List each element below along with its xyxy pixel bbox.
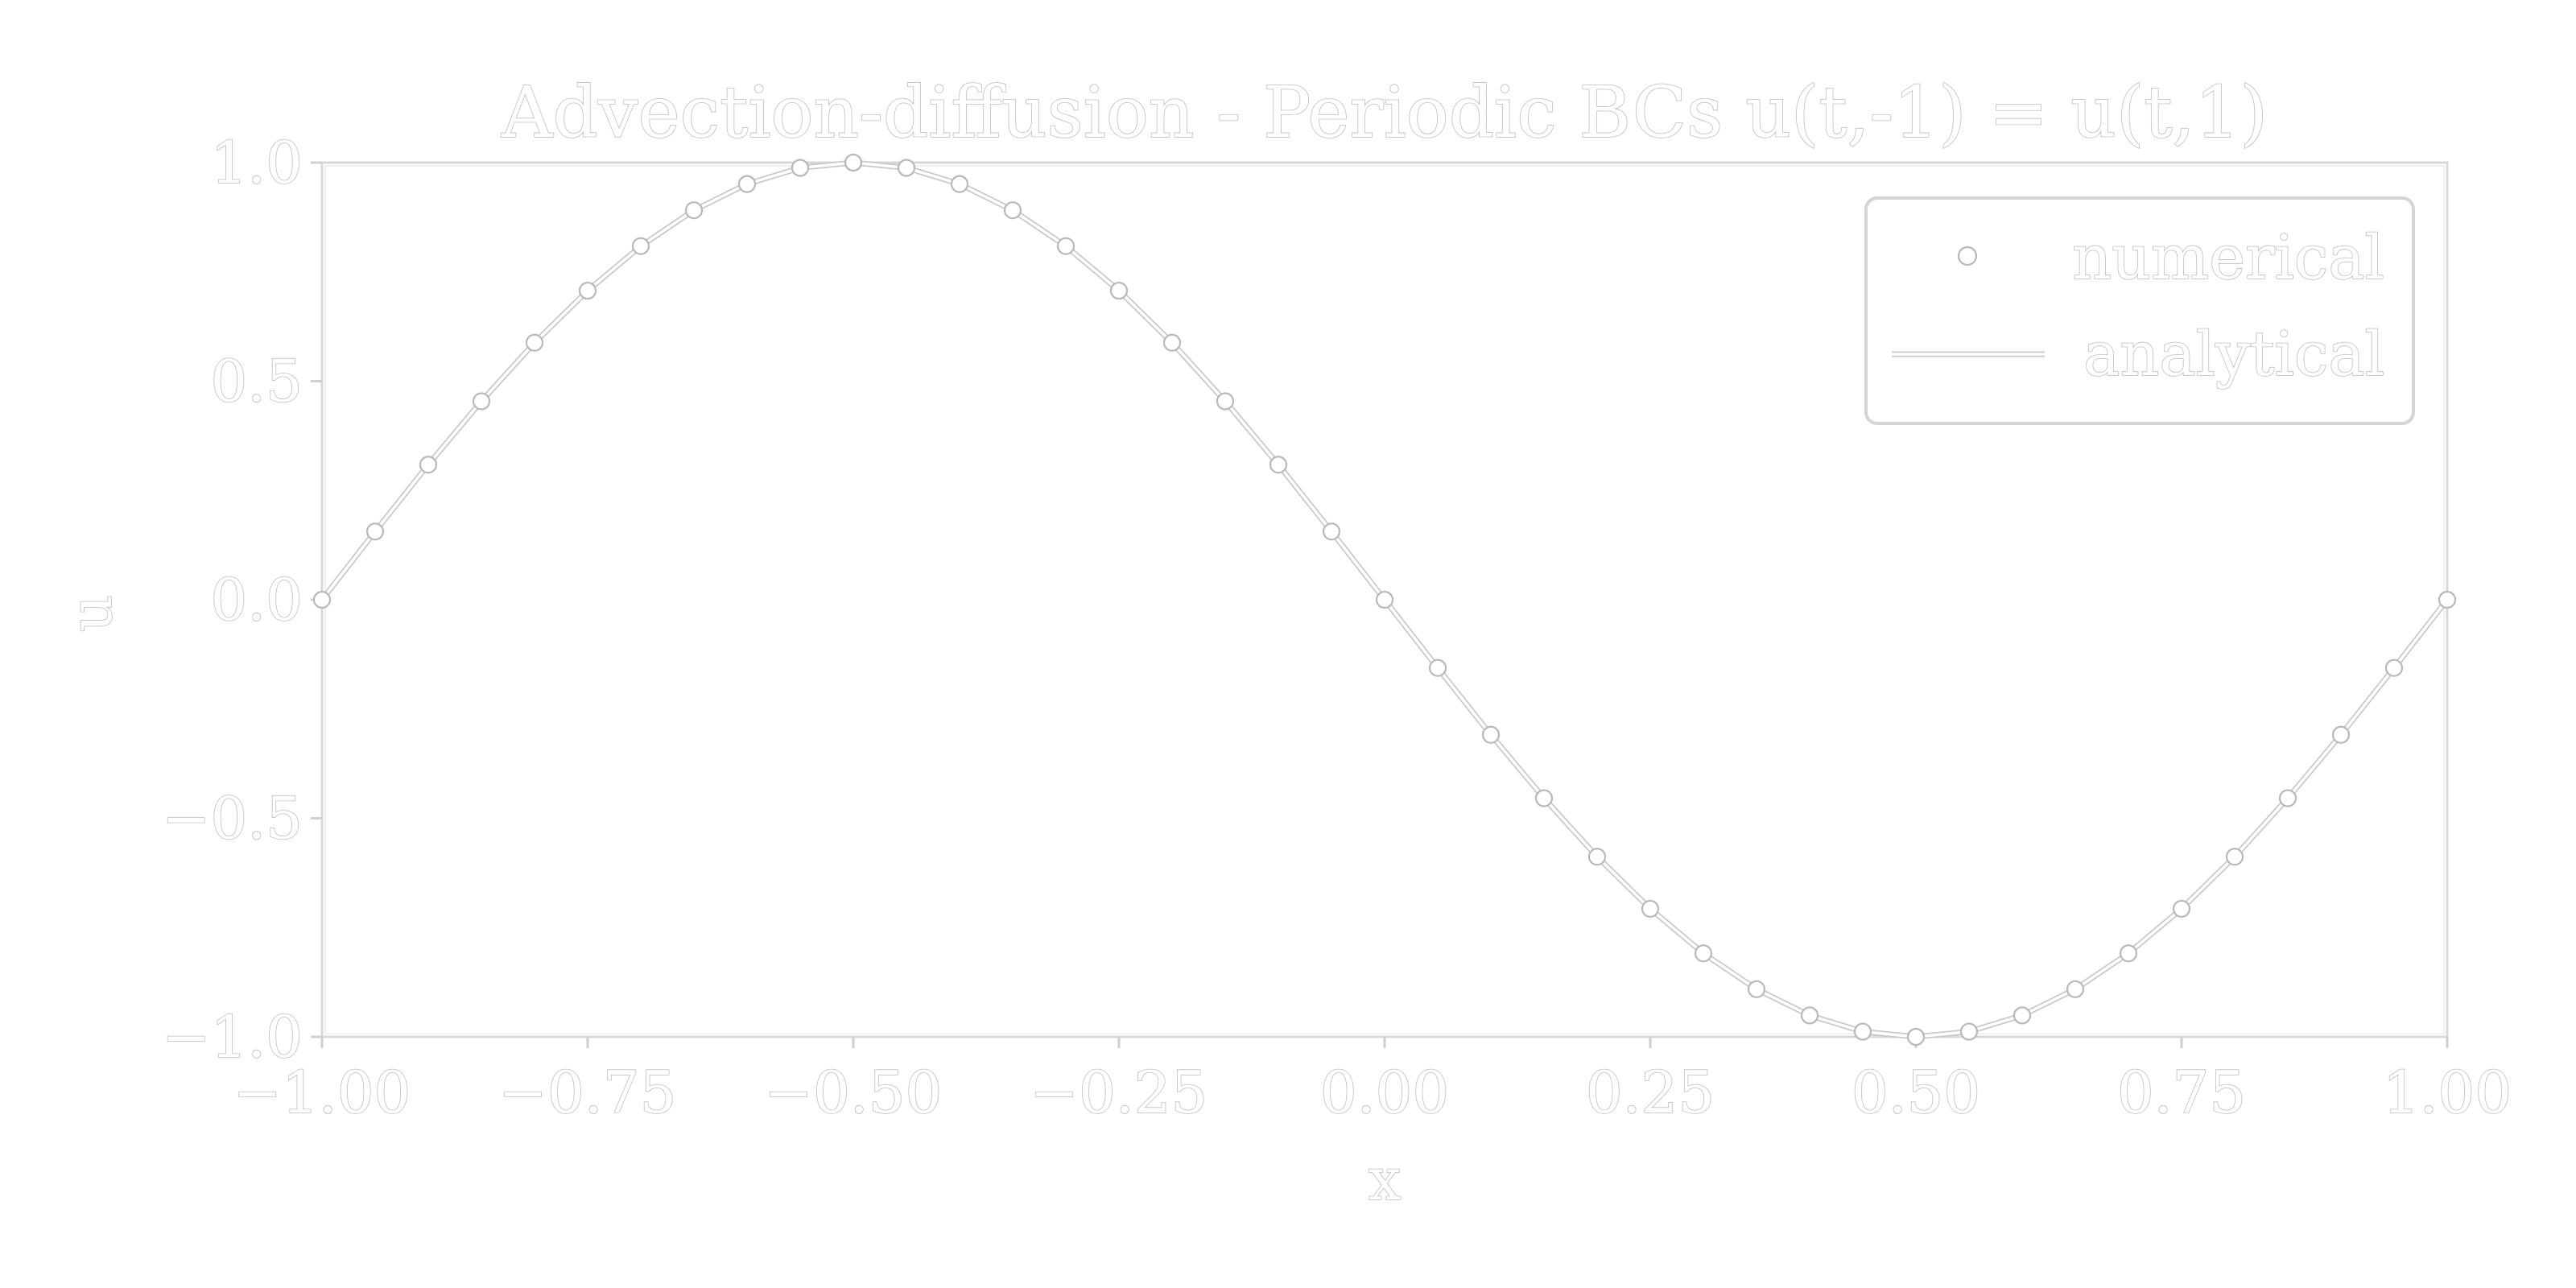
x-axis-label: x [1368,1146,1402,1213]
y-axis-label: u [57,595,125,632]
numerical-point [1216,392,1235,411]
x-tick-label: 0.00 [1320,1059,1449,1126]
numerical-point [1800,1006,1819,1025]
series-numerical [312,153,2457,1046]
numerical-point [472,392,491,411]
numerical-point [1534,789,1554,807]
numerical-point [1906,1027,1926,1046]
numerical-point [897,159,916,177]
numerical-point [1003,201,1022,220]
x-tick-label: 0.25 [1586,1059,1715,1126]
y-tick-label: 1.0 [210,129,303,196]
numerical-point [2278,789,2297,807]
numerical-point [2384,658,2404,677]
y-tick-label: −0.5 [162,785,303,852]
x-tick-label: 1.00 [2383,1059,2512,1126]
numerical-point [1322,522,1341,541]
numerical-point [525,333,544,352]
numerical-point [365,522,385,541]
numerical-point [791,159,810,177]
x-tick-label: −1.00 [233,1059,411,1126]
numerical-point [1747,980,1766,998]
numerical-point [1853,1022,1872,1041]
numerical-point [2013,1006,2032,1025]
numerical-point [1162,333,1182,352]
numerical-point [1269,456,1288,474]
numerical-point [2331,725,2351,744]
numerical-point [1056,237,1075,255]
numerical-point [1481,725,1501,744]
numerical-point [2172,899,2191,919]
numerical-point [578,281,597,300]
y-tick-label: −1.0 [162,1003,303,1071]
numerical-point [1428,658,1447,677]
numerical-point [950,175,969,193]
y-tick-label: 0.0 [210,566,303,634]
numerical-point [2225,848,2244,866]
x-tick-label: 0.75 [2117,1059,2246,1126]
y-axis: 1.0 0.5 0.0 −0.5 −1.0 [161,128,322,1071]
numerical-point [844,153,863,172]
x-axis: −1.00 −0.75 −0.50 −0.25 0.00 0.25 0.50 0.75 1.00 [233,1037,2512,1127]
numerical-point [312,590,332,609]
numerical-point [2066,980,2085,998]
numerical-point [1375,590,1394,609]
numerical-point [1109,281,1129,300]
chart-title: Advection-diffusion - Periodic BCs u(t,-… [501,71,2268,154]
numerical-point [419,456,438,474]
numerical-point [684,201,704,220]
legend-analytical-label: analytical [2083,318,2384,390]
numerical-point [1587,848,1607,866]
x-tick-label: 0.50 [1852,1059,1980,1126]
numerical-point [1959,1022,1979,1041]
legend: numerical analytical [1864,196,2415,425]
numerical-point [1694,944,1713,963]
numerical-point [2438,590,2457,609]
legend-numerical-label: numerical [2072,221,2384,293]
x-tick-label: −0.50 [765,1059,943,1126]
x-tick-label: −0.25 [1030,1059,1208,1126]
numerical-point [737,175,757,193]
numerical-point [631,237,650,255]
y-tick-label: 0.5 [210,348,303,415]
x-tick-label: −0.75 [499,1059,677,1126]
numerical-point [1641,899,1660,919]
legend-numerical-marker [1957,246,1978,266]
numerical-point [2119,944,2138,963]
legend-box [1864,196,2415,425]
